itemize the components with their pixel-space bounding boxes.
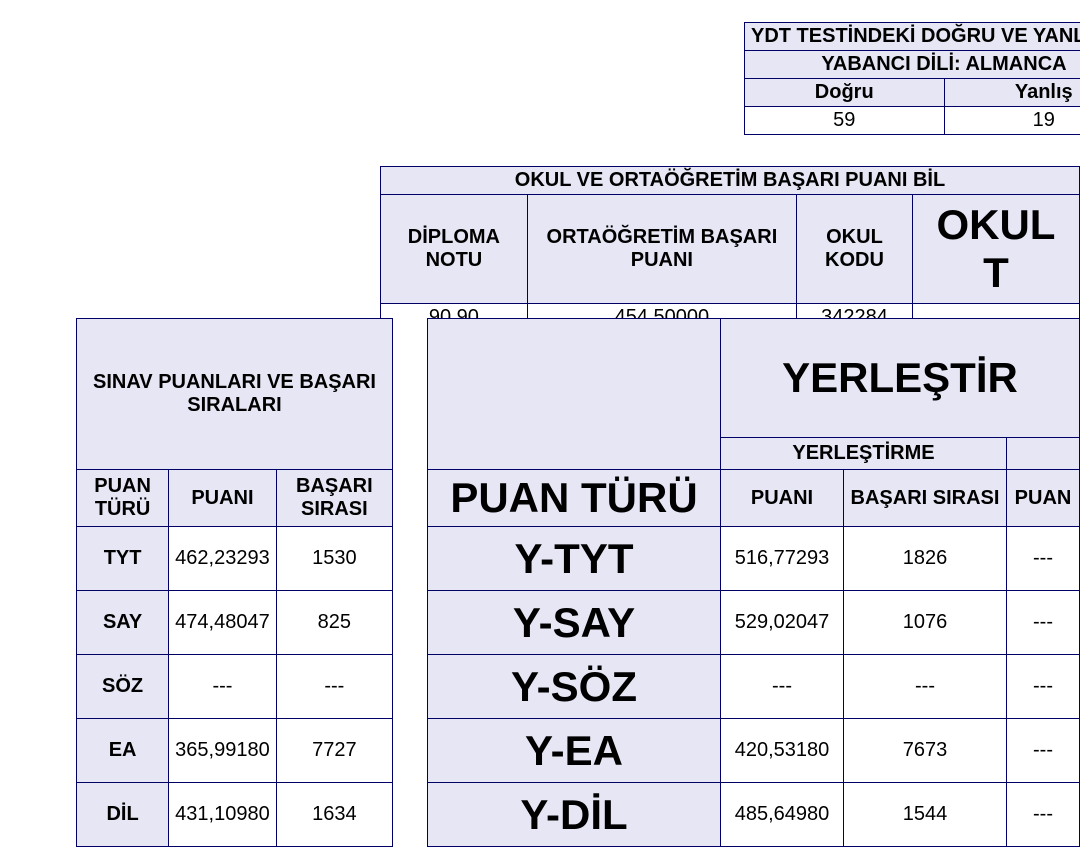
okul-t-label: OKUL T [912, 195, 1079, 304]
row-basari: 7727 [276, 719, 392, 783]
row-type: DİL [77, 783, 169, 847]
ydt-wrong: 19 [944, 107, 1080, 135]
col-puan-turu-big: PUAN TÜRÜ [428, 470, 721, 527]
row-y2: --- [1007, 527, 1080, 591]
row-puan: 365,99180 [169, 719, 277, 783]
diploma-label: DİPLOMA NOTU [381, 195, 528, 304]
row-y2: --- [1007, 591, 1080, 655]
col-puan-turu: PUAN TÜRÜ [77, 470, 169, 527]
row-basari: 1634 [276, 783, 392, 847]
row-ytype: Y-EA [428, 719, 721, 783]
ydt-wrong-label: Yanlış [944, 79, 1080, 107]
yerlestirme-sub: YERLEŞTİRME [721, 438, 1007, 470]
row-puan: 462,23293 [169, 527, 277, 591]
ydt-language: YABANCI DİLİ: ALMANCA [745, 51, 1080, 79]
row-y2: --- [1007, 655, 1080, 719]
col-puan-r2: PUAN [1007, 470, 1080, 527]
table-row: DİL 431,10980 1634 Y-DİL 485,64980 1544 … [77, 783, 1080, 847]
row-puan: 431,10980 [169, 783, 277, 847]
col-puani-r: PUANI [721, 470, 844, 527]
row-ybasari: 7673 [844, 719, 1007, 783]
col-puani: PUANI [169, 470, 277, 527]
row-ytype: Y-SAY [428, 591, 721, 655]
row-ytype: Y-TYT [428, 527, 721, 591]
ydt-correct-label: Doğru [745, 79, 945, 107]
row-puan: 474,48047 [169, 591, 277, 655]
row-y2: --- [1007, 719, 1080, 783]
row-ypuan: --- [721, 655, 844, 719]
row-ybasari: 1826 [844, 527, 1007, 591]
table-row: TYT 462,23293 1530 Y-TYT 516,77293 1826 … [77, 527, 1080, 591]
row-basari: 825 [276, 591, 392, 655]
row-ypuan: 420,53180 [721, 719, 844, 783]
okul-kodu-label: OKUL KODU [796, 195, 912, 304]
row-puan: --- [169, 655, 277, 719]
scores-right-title: YERLEŞTİR [721, 319, 1080, 438]
okul-table: OKUL VE ORTAÖĞRETİM BAŞARI PUANI BİL DİP… [380, 166, 1080, 332]
row-ytype: Y-SÖZ [428, 655, 721, 719]
row-type: SAY [77, 591, 169, 655]
table-row: SÖZ --- --- Y-SÖZ --- --- --- [77, 655, 1080, 719]
row-basari: --- [276, 655, 392, 719]
row-ytype: Y-DİL [428, 783, 721, 847]
col-basari-r: BAŞARI SIRASI [844, 470, 1007, 527]
row-ybasari: --- [844, 655, 1007, 719]
row-type: EA [77, 719, 169, 783]
table-row: EA 365,99180 7727 Y-EA 420,53180 7673 --… [77, 719, 1080, 783]
ydt-correct: 59 [745, 107, 945, 135]
row-y2: --- [1007, 783, 1080, 847]
scores-left-title: SINAV PUANLARI VE BAŞARI SIRALARI [77, 319, 393, 470]
row-type: SÖZ [77, 655, 169, 719]
table-row: SAY 474,48047 825 Y-SAY 529,02047 1076 -… [77, 591, 1080, 655]
row-ybasari: 1544 [844, 783, 1007, 847]
row-ypuan: 529,02047 [721, 591, 844, 655]
row-ybasari: 1076 [844, 591, 1007, 655]
okul-title: OKUL VE ORTAÖĞRETİM BAŞARI PUANI BİL [381, 167, 1080, 195]
row-ypuan: 485,64980 [721, 783, 844, 847]
ydt-table: YDT TESTİNDEKİ DOĞRU VE YANLIŞ S YABANCI… [744, 22, 1080, 135]
ydt-title: YDT TESTİNDEKİ DOĞRU VE YANLIŞ S [745, 23, 1080, 51]
scores-table: SINAV PUANLARI VE BAŞARI SIRALARI YERLEŞ… [76, 318, 1080, 847]
row-basari: 1530 [276, 527, 392, 591]
col-basari: BAŞARI SIRASI [276, 470, 392, 527]
spacer [393, 319, 428, 847]
row-ypuan: 516,77293 [721, 527, 844, 591]
row-type: TYT [77, 527, 169, 591]
obp-label: ORTAÖĞRETİM BAŞARI PUANI [527, 195, 796, 304]
